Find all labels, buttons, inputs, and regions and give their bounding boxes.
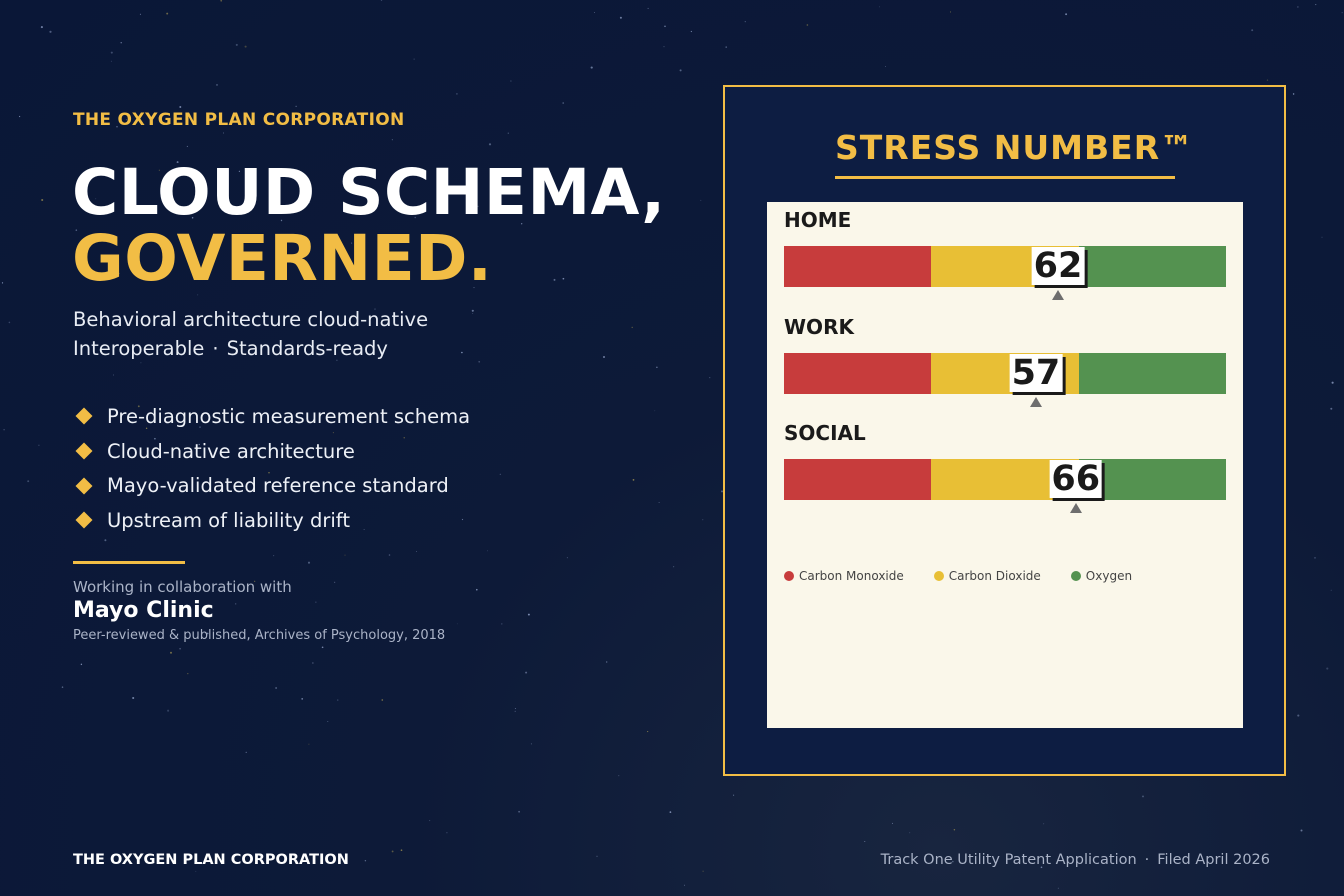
stress-bar-zone: [784, 459, 932, 500]
feature-text: Upstream of liability drift: [107, 508, 350, 532]
stress-bar-zone: [1078, 459, 1226, 500]
pointer-triangle-icon: [1029, 396, 1042, 407]
diamond-bullet-icon: [75, 407, 93, 425]
stress-row-label: SOCIAL: [784, 421, 866, 445]
panel-title-underline: [835, 176, 1175, 179]
feature-text: Mayo-validated reference standard: [107, 474, 449, 498]
subtitle-line-1: Behavioral architecture cloud-native: [73, 308, 429, 331]
collab-partner: Mayo Clinic: [73, 598, 214, 623]
legend-item: Oxygen: [1070, 569, 1133, 583]
legend-item: Carbon Monoxide: [784, 569, 904, 583]
legend-dot-icon: [784, 571, 794, 581]
stress-row-social: SOCIAL 66: [784, 415, 1226, 513]
stress-bar-zone: [1078, 246, 1226, 287]
stress-value-marker: 62: [1031, 246, 1085, 286]
stress-value-marker: 66: [1049, 459, 1103, 499]
legend-label: Carbon Monoxide: [799, 569, 904, 583]
section-divider: [73, 561, 185, 564]
stress-bar: [784, 246, 1226, 287]
diamond-bullet-icon: [75, 442, 93, 460]
collab-label: Working in collaboration with: [73, 578, 292, 596]
stress-row-label: HOME: [784, 208, 852, 232]
stress-row-home: HOME 62: [784, 202, 1226, 300]
subtitle-line-2: Interoperable · Standards-ready: [73, 334, 428, 363]
subtitle-standards: Standards-ready: [226, 337, 388, 360]
legend-dot-icon: [933, 571, 944, 581]
stress-value-marker: 57: [1009, 352, 1063, 393]
footer-filing: Track One Utility Patent Application · Fil…: [881, 852, 1270, 868]
collab-note: Peer-reviewed & published, Archives of P…: [73, 628, 446, 643]
stress-value: 57: [1009, 352, 1063, 393]
company-kicker: THE OXYGEN PLAN CORPORATION: [73, 110, 405, 130]
stress-bar-zone: [1078, 352, 1226, 394]
stress-bar-zone: [784, 246, 932, 287]
diamond-bullet-icon: [75, 477, 93, 495]
stress-row-work: WORK 57: [784, 309, 1226, 407]
pointer-triangle-icon: [1052, 290, 1065, 300]
feature-item: Upstream of liability drift: [73, 503, 470, 538]
feature-text: Pre-diagnostic measurement schema: [107, 404, 471, 428]
legend-label: Carbon Dioxide: [948, 569, 1041, 583]
diamond-bullet-icon: [75, 511, 93, 529]
panel-title: STRESS NUMBER™: [835, 128, 1195, 167]
zone-legend: Carbon Monoxide Carbon Dioxide Oxygen: [784, 569, 1162, 583]
legend-label: Oxygen: [1085, 569, 1133, 583]
headline: CLOUD SCHEMA, GOVERNED.: [72, 160, 666, 292]
stress-bar: [784, 459, 1226, 500]
pointer-triangle-icon: [1069, 503, 1082, 513]
footer-date: Filed April 2026: [1157, 852, 1270, 868]
legend-item: Carbon Dioxide: [933, 569, 1041, 583]
subtitle-interoperable: Interoperable: [73, 337, 205, 360]
legend-dot-icon: [1070, 571, 1081, 581]
feature-item: Cloud-native architecture: [73, 434, 470, 469]
subtitle: Behavioral architecture cloud-native Int…: [73, 305, 428, 363]
stress-row-label: WORK: [784, 314, 854, 339]
headline-line-1: CLOUD SCHEMA,: [72, 156, 666, 229]
headline-line-2: GOVERNED.: [72, 222, 493, 295]
feature-item: Mayo-validated reference standard: [73, 468, 470, 503]
subtitle-separator: ·: [212, 337, 219, 360]
feature-list: Pre-diagnostic measurement schema Cloud-…: [73, 399, 470, 538]
footer-application: Track One Utility Patent Application: [880, 852, 1137, 868]
stress-value: 66: [1049, 459, 1103, 499]
feature-text: Cloud-native architecture: [107, 439, 355, 463]
stress-value: 62: [1031, 246, 1085, 286]
footer-company: THE OXYGEN PLAN CORPORATION: [73, 852, 349, 868]
footer-separator: ·: [1144, 852, 1150, 868]
feature-item: Pre-diagnostic measurement schema: [73, 399, 470, 434]
stress-bar-zone: [784, 352, 932, 394]
stress-bar: [784, 352, 1226, 394]
